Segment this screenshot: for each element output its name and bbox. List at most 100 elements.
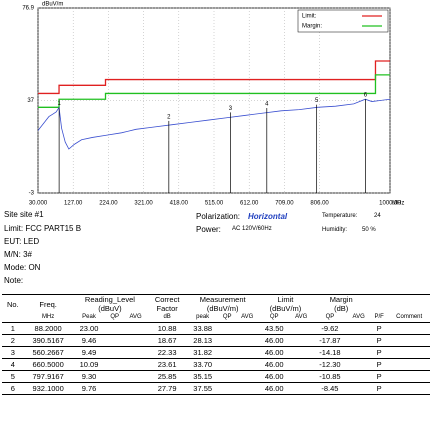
trace-line <box>37 98 391 150</box>
polarization-label: Polarization: <box>196 212 241 221</box>
x-unit: MHz <box>392 201 404 207</box>
temperature-label: Temperature: <box>322 213 358 219</box>
table-cell <box>105 334 124 347</box>
eut: EUT: LED <box>4 237 40 246</box>
x-tick-label: 515.00 <box>205 201 224 207</box>
table-cell: 9.76 <box>72 382 106 395</box>
header-cell: P/F <box>369 313 389 323</box>
table-cell: P <box>369 370 389 383</box>
y-tick-label: -3 <box>29 191 35 197</box>
x-tick-label: 806.00 <box>310 201 329 207</box>
legend-label: Limit: <box>302 14 317 20</box>
power: AC 120V/60Hz <box>232 226 272 232</box>
header-cell: MHz <box>23 313 73 323</box>
table-cell <box>289 370 313 383</box>
table-cell <box>388 382 430 395</box>
table-cell: -10.85 <box>312 370 348 383</box>
header-cell <box>2 313 24 323</box>
header-cell: QP <box>258 313 290 323</box>
table-cell <box>388 334 430 347</box>
marker-label: 4 <box>265 102 269 108</box>
x-tick-label: 127.00 <box>64 201 83 207</box>
table-cell: 4 <box>2 358 24 371</box>
table-cell: 33.70 <box>186 358 219 371</box>
header-cell: Measurement (dBuV/m) <box>186 294 259 313</box>
header-cell: Freq. <box>23 294 73 313</box>
table-row: 6 932.1000 9.76 27.79 37.55 46.00 -8.45 P <box>2 382 430 395</box>
table-cell <box>123 334 148 347</box>
header-cell: Margin (dB) <box>312 294 370 313</box>
table-cell <box>218 358 236 371</box>
header-cell: Peak <box>72 313 106 323</box>
table-cell <box>218 370 236 383</box>
table-cell: 9.49 <box>72 346 106 359</box>
table-cell <box>289 358 313 371</box>
table-cell <box>123 358 148 371</box>
chart: dBuV/m MHz -3 37 76.9 30.000 127.00 224.00 321.0… <box>22 2 404 207</box>
y-tick-label: 37 <box>27 98 34 104</box>
table-cell: 28.13 <box>186 334 219 347</box>
table-cell <box>218 334 236 347</box>
header-cell: Comment <box>388 313 430 323</box>
table-cell <box>347 334 370 347</box>
table-cell <box>105 370 124 383</box>
y-tick-label: 76.9 <box>22 6 34 12</box>
table-cell <box>388 358 430 371</box>
table-cell <box>105 358 124 371</box>
table-cell <box>289 346 313 359</box>
header-cell: No. <box>2 294 24 313</box>
marker-label: 6 <box>364 93 368 99</box>
limit-line <box>38 60 390 95</box>
table-cell <box>218 322 236 335</box>
power-label: Power: <box>196 225 221 234</box>
table-cell: 9.30 <box>72 370 106 383</box>
table-row: 4 660.5000 10.09 23.61 33.70 46.00 -12.30 P <box>2 358 430 371</box>
table-cell: 22.33 <box>147 346 187 359</box>
table-cell <box>123 322 148 335</box>
table-cell <box>347 346 370 359</box>
table-row: 2 390.5167 9.46 18.67 28.13 46.00 -17.87 P <box>2 334 430 347</box>
limit: Limit: FCC PART15 B <box>4 224 82 233</box>
table-cell <box>218 382 236 395</box>
header-cell: AVG <box>235 313 259 323</box>
table-cell: 46.00 <box>258 346 290 359</box>
table-cell: 797.9167 <box>23 370 73 383</box>
header-cell: QP <box>312 313 348 323</box>
x-tick-label: 612.00 <box>240 201 259 207</box>
table-cell <box>347 382 370 395</box>
table-cell <box>123 370 148 383</box>
marker-label: 3 <box>229 106 233 112</box>
table-cell: 9.46 <box>72 334 106 347</box>
note: Note: <box>4 276 24 285</box>
table-cell: 560.2667 <box>23 346 73 359</box>
results-table: No. Freq. Reading_Level (dBuV) Correct Fact… <box>2 294 430 395</box>
table-cell <box>347 370 370 383</box>
table-cell <box>388 322 430 335</box>
table-cell <box>105 322 124 335</box>
humidity-label: Humidity: <box>322 227 348 233</box>
table-cell: 660.5000 <box>23 358 73 371</box>
table-cell <box>123 382 148 395</box>
table-cell: 88.2000 <box>23 322 73 335</box>
marker-label: 5 <box>315 98 319 104</box>
table-body: 1 88.2000 23.00 10.88 33.88 43.50 -9.62 P 2 390.5… <box>2 322 430 395</box>
x-tick-label: 30.000 <box>29 201 48 207</box>
table-cell: P <box>369 322 389 335</box>
marker-label: 1 <box>57 101 61 107</box>
x-tick-label: 1000.00 <box>379 201 401 207</box>
table-cell <box>105 346 124 359</box>
header-cell: Correct Factor <box>147 294 187 313</box>
table-cell: 37.55 <box>186 382 219 395</box>
table-cell: 46.00 <box>258 334 290 347</box>
table-cell <box>235 334 259 347</box>
table-cell: P <box>369 346 389 359</box>
humidity: 50 % <box>362 227 376 233</box>
table-row: 3 560.2667 9.49 22.33 31.82 46.00 -14.18 P <box>2 346 430 359</box>
limit-line <box>38 74 390 108</box>
table-row: 5 797.9167 9.30 25.85 35.15 46.00 -10.85 P <box>2 370 430 383</box>
table-cell: P <box>369 334 389 347</box>
table-cell <box>235 358 259 371</box>
table-cell: 25.85 <box>147 370 187 383</box>
table-cell <box>388 370 430 383</box>
table-cell: 23.00 <box>72 322 106 335</box>
